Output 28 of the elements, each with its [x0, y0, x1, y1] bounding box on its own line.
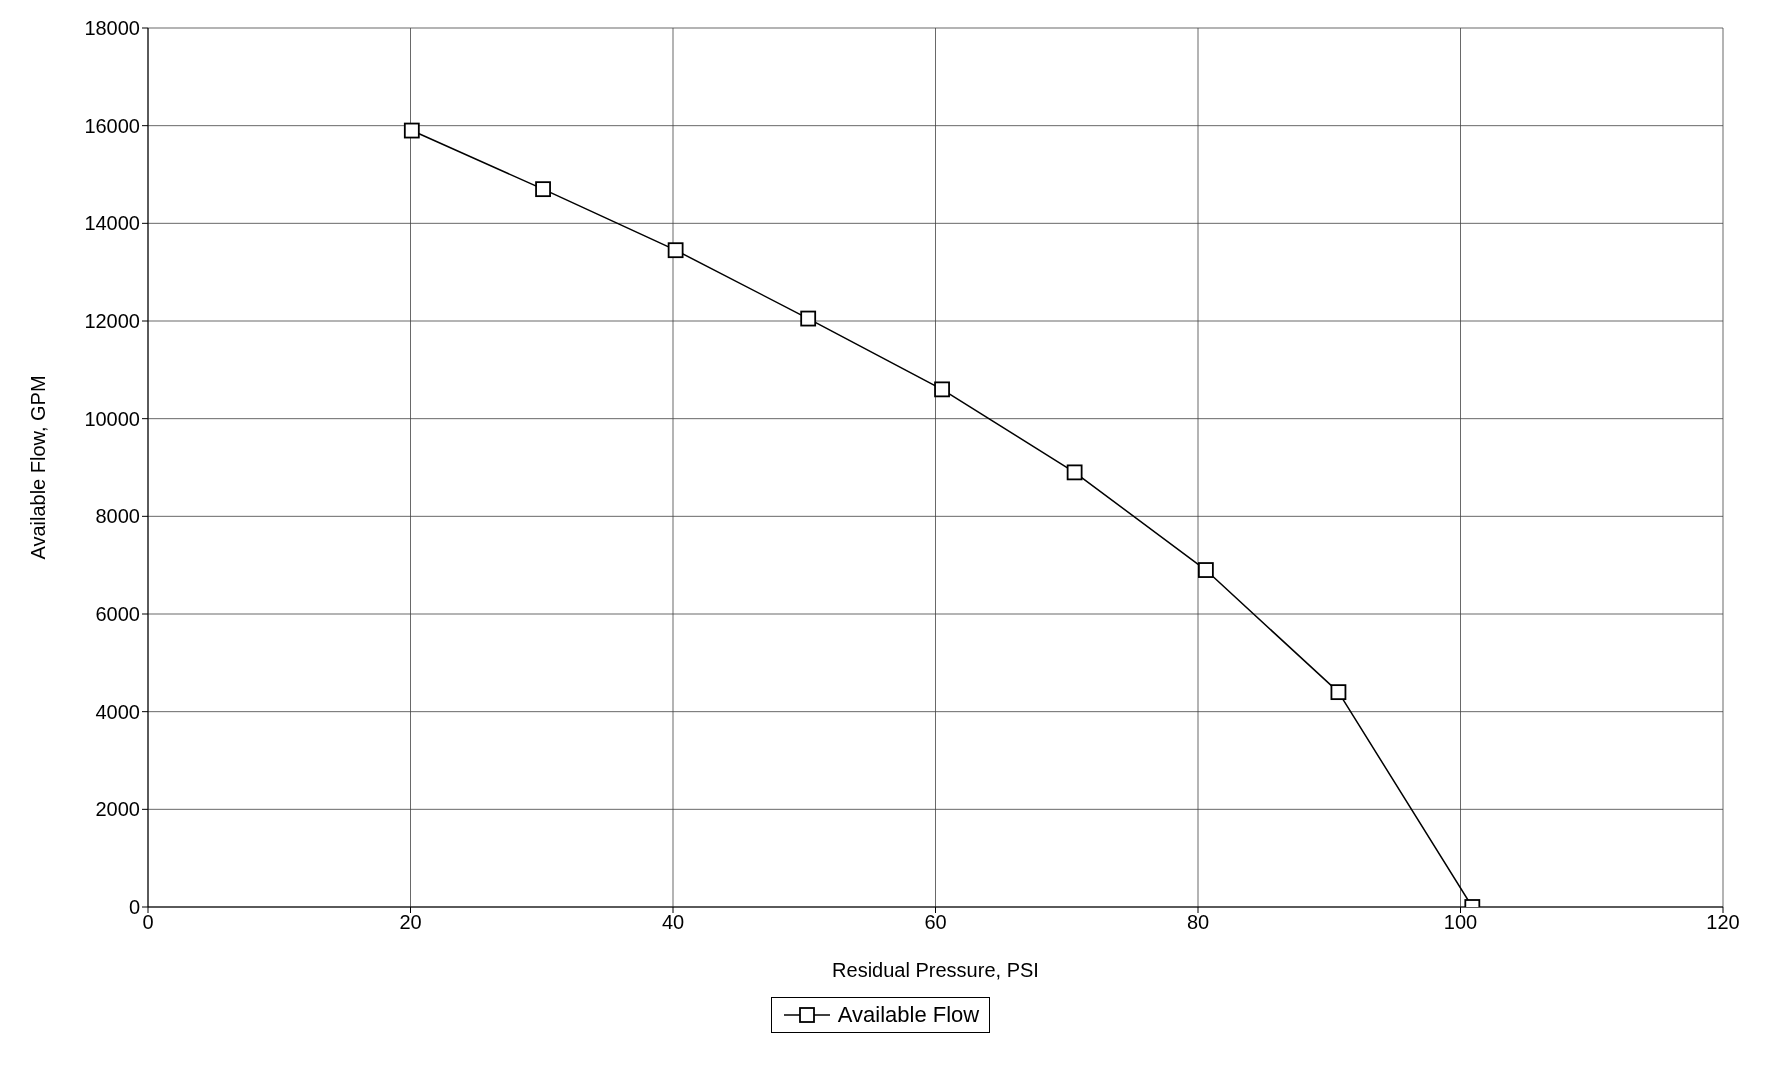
x-tick-label: 0 [142, 911, 154, 934]
point [1066, 464, 1083, 481]
x-tick-label: 40 [661, 911, 685, 934]
x-tick-label: 80 [1186, 911, 1210, 934]
point [800, 310, 817, 327]
y-tick-label: 8000 [95, 505, 140, 528]
point [667, 242, 684, 259]
x-tick-label: 100 [1443, 911, 1478, 934]
x-tick-label: 60 [924, 911, 947, 934]
point [1197, 562, 1214, 578]
y-tick-label: 0 [128, 896, 140, 919]
point [535, 181, 551, 198]
y-tick-label: 12000 [84, 310, 140, 333]
x-axis-title: Residual Pressure, PSI [832, 959, 1039, 981]
y-tick-label: 4000 [95, 700, 140, 723]
x-tick-label: 120 [1706, 911, 1740, 934]
y-tick-label: 6000 [95, 603, 140, 626]
legend-label: Available Flow [837, 1002, 980, 1028]
point [934, 381, 950, 398]
y-tick-label: 2000 [95, 798, 140, 821]
y-axis-title: Available Flow, GPM [27, 375, 50, 560]
x-tick-label: 20 [399, 911, 422, 934]
y-tick-label: 14000 [84, 212, 140, 235]
point [403, 122, 420, 139]
point [1330, 684, 1347, 701]
y-tick-label: 10000 [84, 407, 140, 430]
y-tick-label: 18000 [84, 17, 140, 40]
y-tick-label: 16000 [84, 114, 140, 137]
